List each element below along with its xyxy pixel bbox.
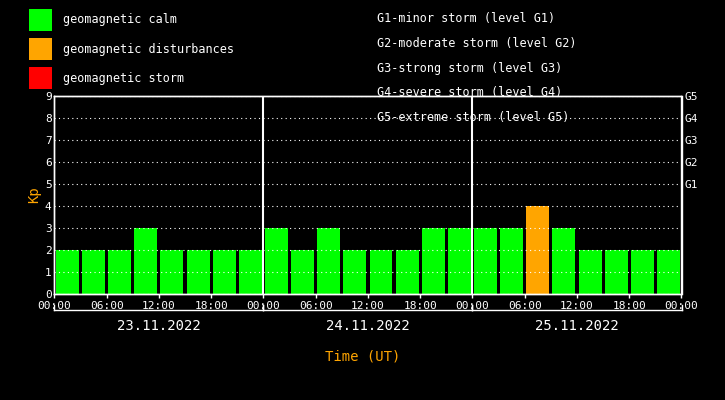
Bar: [605, 250, 628, 294]
Bar: [631, 250, 654, 294]
Text: G1-minor storm (level G1): G1-minor storm (level G1): [377, 12, 555, 25]
Text: 25.11.2022: 25.11.2022: [535, 319, 619, 333]
Bar: [82, 250, 105, 294]
Text: geomagnetic storm: geomagnetic storm: [63, 72, 184, 85]
Bar: [370, 250, 392, 294]
Bar: [291, 250, 314, 294]
Bar: [526, 206, 550, 294]
Text: G3-strong storm (level G3): G3-strong storm (level G3): [377, 62, 563, 74]
Bar: [657, 250, 680, 294]
Text: G5-extreme storm (level G5): G5-extreme storm (level G5): [377, 111, 569, 124]
Text: geomagnetic calm: geomagnetic calm: [63, 14, 177, 26]
Bar: [265, 228, 288, 294]
Bar: [396, 250, 418, 294]
Text: Time (UT): Time (UT): [325, 349, 400, 363]
Bar: [108, 250, 131, 294]
Text: G4-severe storm (level G4): G4-severe storm (level G4): [377, 86, 563, 99]
Bar: [474, 228, 497, 294]
Bar: [186, 250, 210, 294]
Text: geomagnetic disturbances: geomagnetic disturbances: [63, 43, 234, 56]
Bar: [344, 250, 366, 294]
Bar: [56, 250, 79, 294]
Bar: [318, 228, 340, 294]
Bar: [160, 250, 183, 294]
Text: 24.11.2022: 24.11.2022: [326, 319, 410, 333]
Text: G2-moderate storm (level G2): G2-moderate storm (level G2): [377, 37, 576, 50]
Bar: [212, 250, 236, 294]
Bar: [134, 228, 157, 294]
Bar: [448, 228, 471, 294]
Bar: [500, 228, 523, 294]
Bar: [579, 250, 602, 294]
Y-axis label: Kp: Kp: [27, 187, 41, 203]
Bar: [422, 228, 444, 294]
Text: 23.11.2022: 23.11.2022: [117, 319, 201, 333]
Bar: [239, 250, 262, 294]
Bar: [552, 228, 576, 294]
